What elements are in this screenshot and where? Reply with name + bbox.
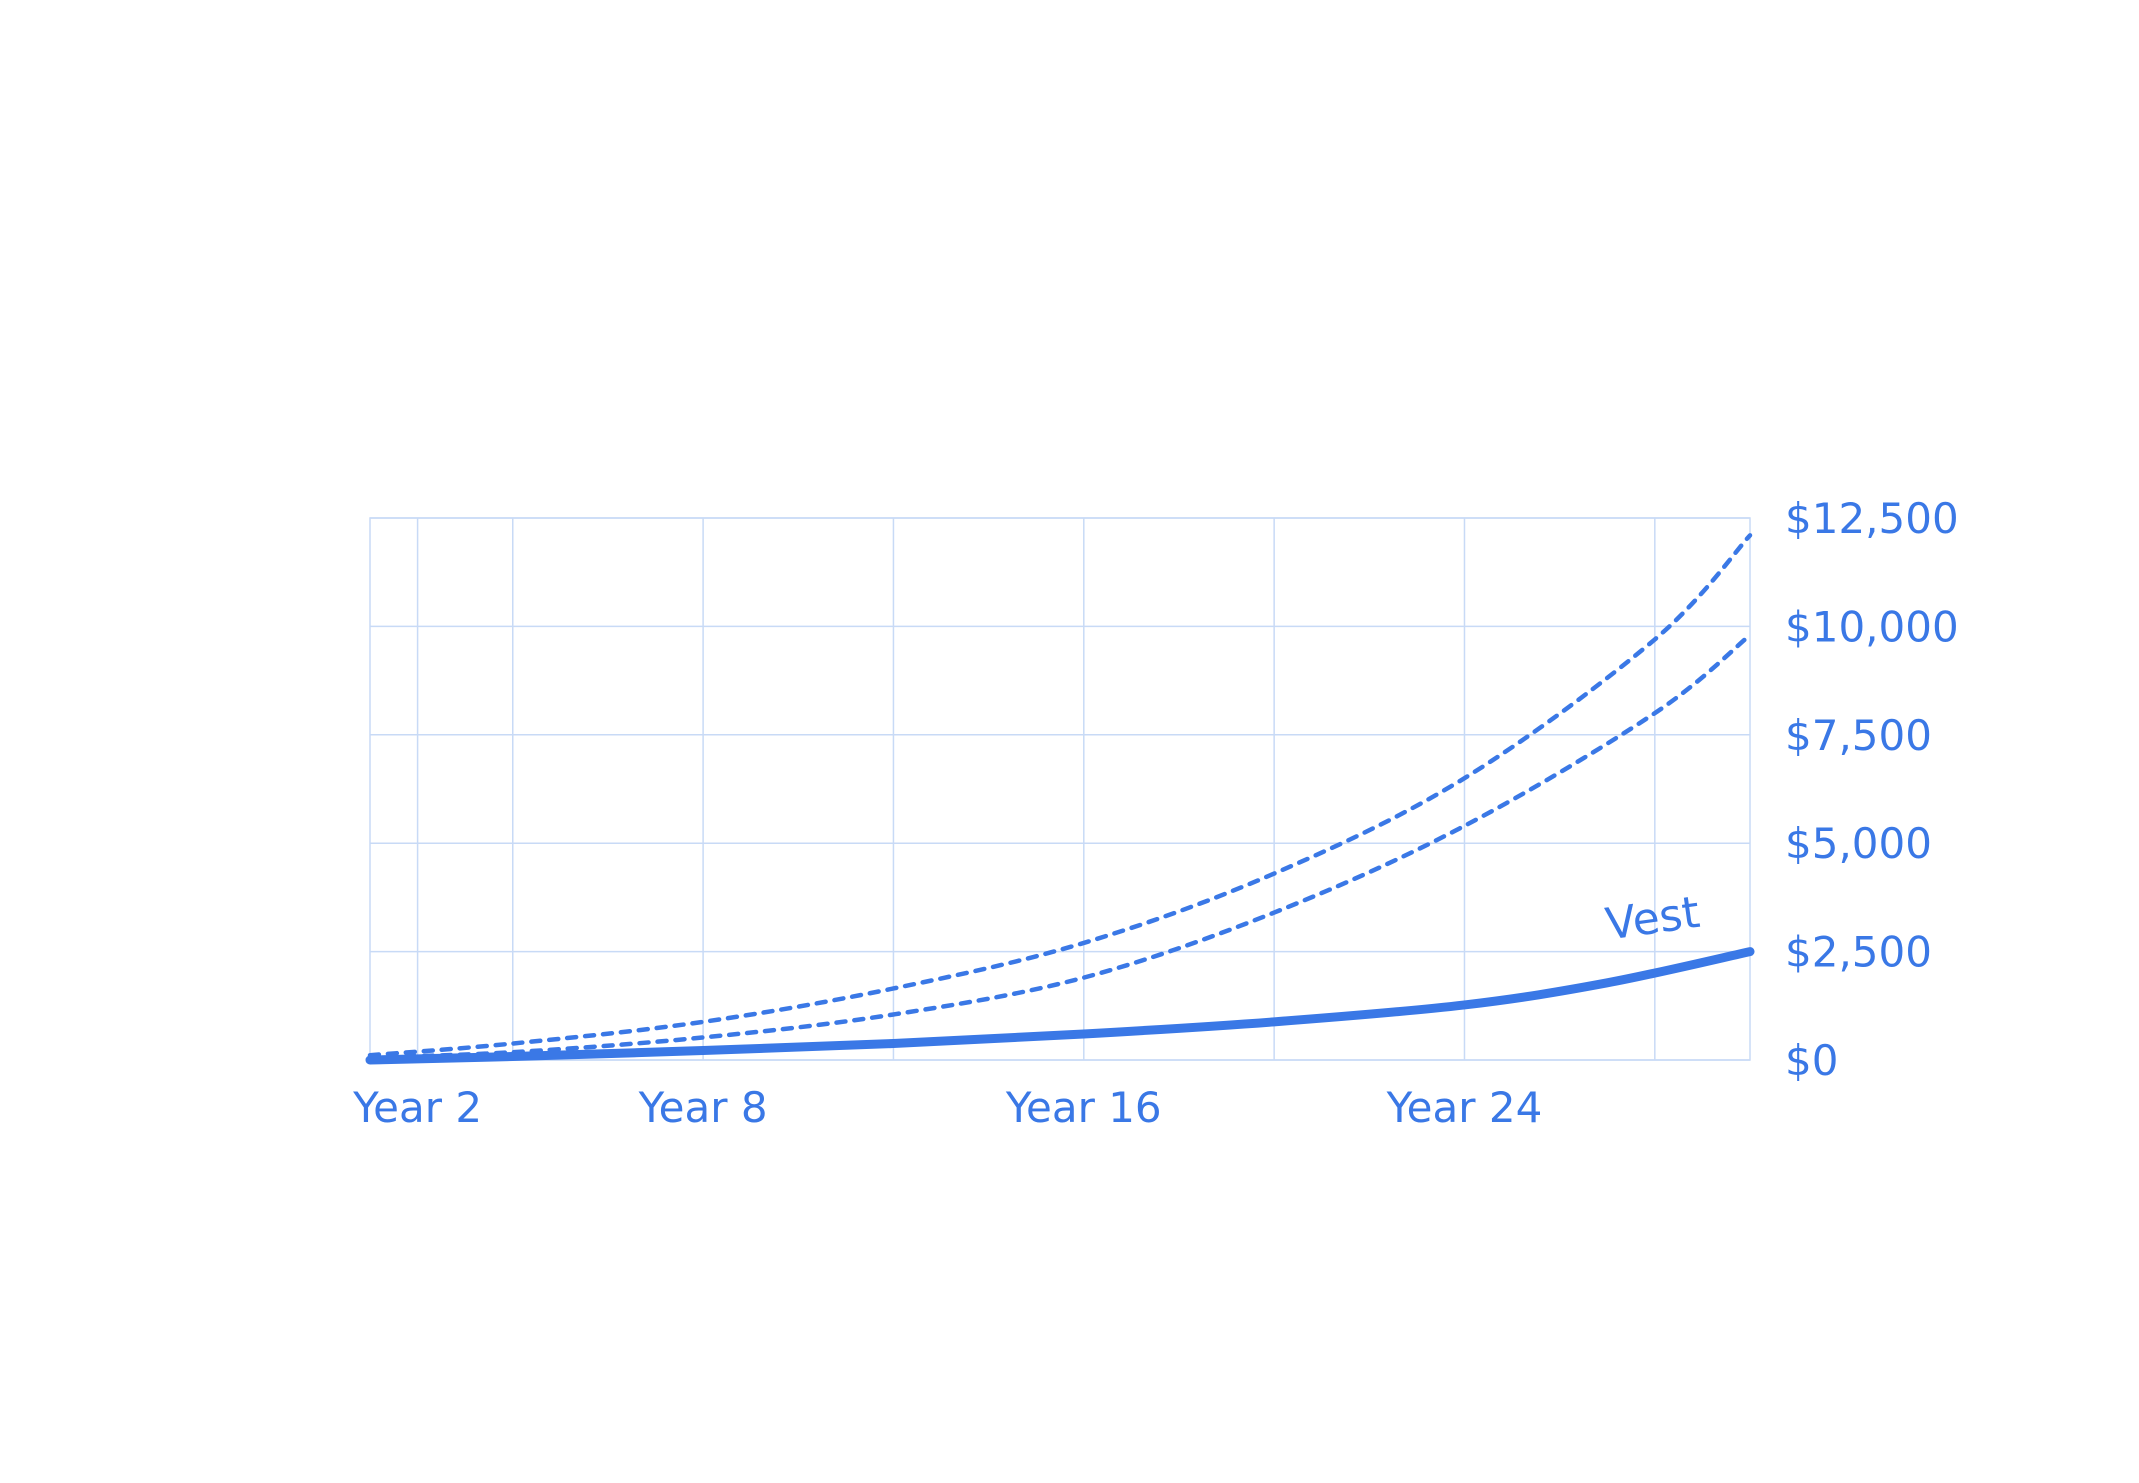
series-line-vest: [365, 947, 1755, 1065]
series-line-dotted: [367, 533, 1753, 1058]
y-tick-label: $7,500: [1785, 711, 1932, 760]
tick-labels: $0 $2,500 $5,000 $7,500 $10,000 $12,500 Year 2…: [352, 494, 1959, 1132]
x-tick-label: Year 8: [638, 1083, 768, 1132]
x-tick-label: Year 24: [1386, 1083, 1543, 1132]
series-label-vest: Vest: [1603, 887, 1703, 951]
x-tick-label: Year 2: [352, 1083, 482, 1132]
series-group: [365, 533, 1755, 1065]
plot-border: [369, 517, 1751, 1061]
y-tick-label: $0: [1785, 1036, 1838, 1085]
series-line-dotted: [367, 632, 1753, 1060]
y-tick-label: $12,500: [1785, 494, 1959, 543]
y-tick-label: $10,000: [1785, 602, 1959, 651]
grid: [369, 517, 1751, 1061]
y-tick-label: $5,000: [1785, 819, 1932, 868]
x-tick-label: Year 16: [1005, 1083, 1162, 1132]
y-tick-label: $2,500: [1785, 928, 1932, 977]
